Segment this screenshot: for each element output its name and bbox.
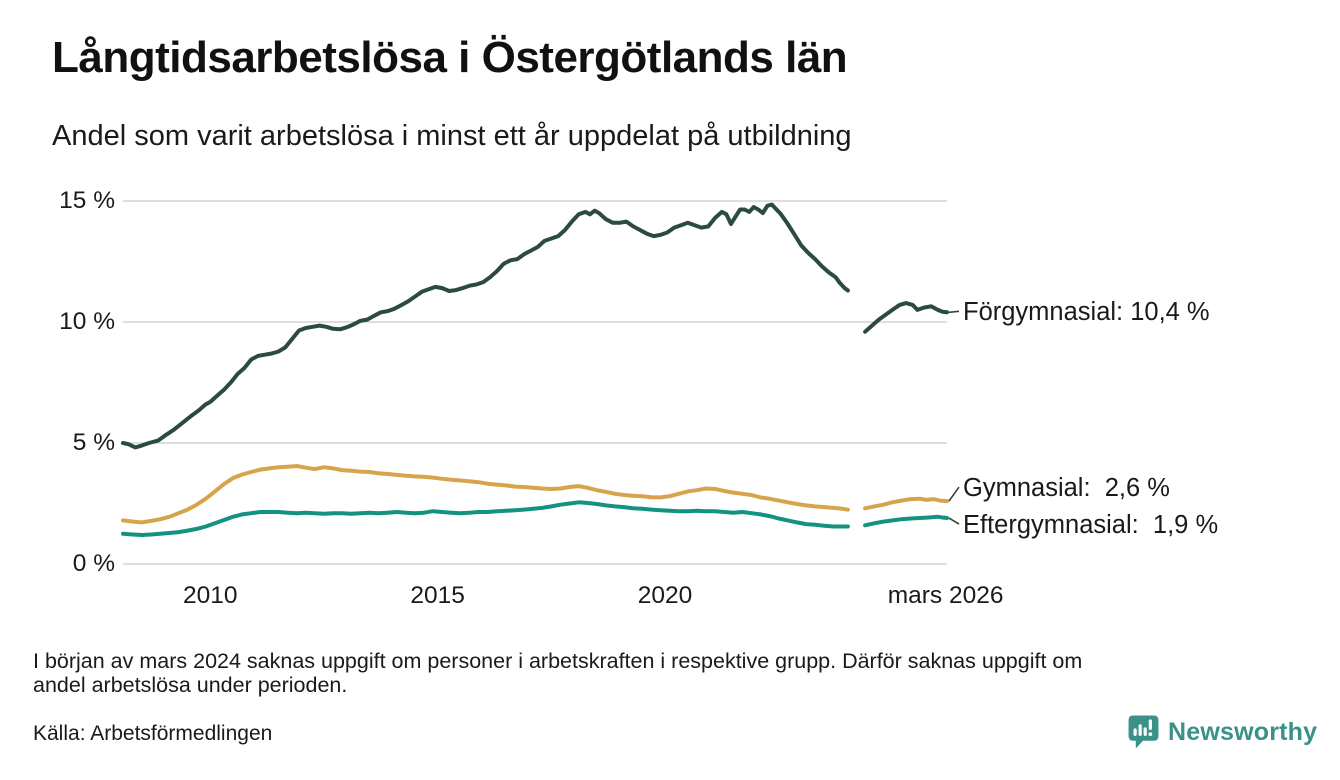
footnote: I början av mars 2024 saknas uppgift om …: [33, 649, 1082, 697]
x-tick-label: 2015: [410, 582, 465, 609]
y-tick-label: 15 %: [59, 187, 115, 214]
y-tick-label: 10 %: [59, 308, 115, 335]
footnote-line: andel arbetslösa under perioden.: [33, 673, 348, 697]
series-label-gymnasial: Gymnasial: 2,6 %: [963, 474, 1170, 503]
series-label-eftergymnasial: Eftergymnasial: 1,9 %: [963, 511, 1219, 540]
series-line-eftergymnasial: [863, 514, 949, 528]
y-tick-label: 0 %: [72, 550, 115, 577]
series-label-förgymnasial: Förgymnasial: 10,4 %: [963, 298, 1210, 327]
source-text: Källa: Arbetsförmedlingen: [33, 722, 273, 745]
label-connector: [948, 517, 960, 525]
chart-title: Långtidsarbetslösa i Östergötlands län: [52, 33, 848, 82]
series-line-eftergymnasial: [121, 500, 850, 537]
series-line-gymnasial: [863, 496, 949, 511]
series-line-förgymnasial: [121, 202, 850, 450]
footnote-line: I början av mars 2024 saknas uppgift om …: [33, 649, 1083, 673]
newsworthy-logo: Newsworthy: [1128, 715, 1317, 749]
label-connector: [948, 486, 960, 502]
series-line-gymnasial: [121, 464, 850, 525]
y-tick-label: 5 %: [72, 429, 115, 456]
chart-subtitle: Andel som varit arbetslösa i minst ett å…: [52, 120, 852, 152]
x-tick-label: mars 2026: [887, 582, 1004, 609]
newsworthy-wordmark: Newsworthy: [1168, 717, 1318, 746]
series-line-förgymnasial: [863, 301, 949, 334]
x-tick-label: 2010: [183, 582, 238, 609]
x-tick-label: 2020: [637, 582, 693, 609]
label-connector: [948, 310, 960, 314]
newsworthy-pin-barchart-icon: [1128, 715, 1159, 749]
